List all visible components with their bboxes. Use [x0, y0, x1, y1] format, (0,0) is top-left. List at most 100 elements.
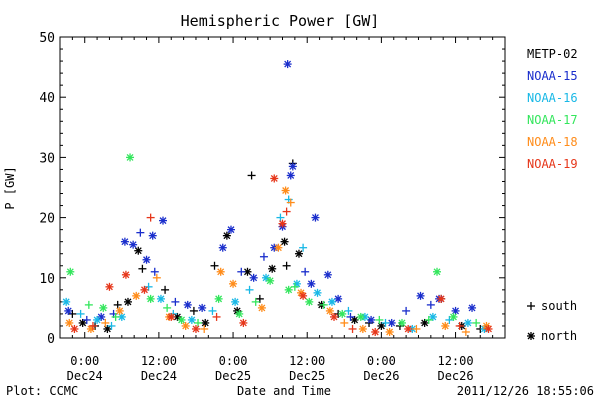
x-tick-time: 12:00	[437, 354, 473, 368]
data-point-north	[177, 315, 186, 324]
x-tick-day: Dec25	[289, 369, 325, 383]
data-point-south	[299, 243, 308, 252]
data-point-south	[255, 294, 264, 303]
data-point-south	[461, 327, 470, 336]
footer-timestamp: 2011/12/26 18:55:06	[457, 384, 594, 398]
data-point-north	[371, 327, 380, 336]
data-point-south	[424, 315, 433, 324]
y-tick-label: 30	[39, 151, 55, 166]
data-point-north	[356, 312, 365, 321]
x-tick-time: 0:00	[367, 354, 396, 368]
data-point-north	[120, 237, 129, 246]
legend-item: NOAA-19	[527, 157, 578, 171]
data-point-north	[338, 309, 347, 318]
data-point-south	[152, 273, 161, 282]
x-tick-time: 12:00	[141, 354, 177, 368]
data-point-north	[268, 264, 277, 273]
footer-source: Plot: CCMC	[6, 384, 78, 398]
data-point-south	[76, 309, 85, 318]
y-tick-label: 10	[39, 272, 55, 287]
data-point-north	[367, 315, 376, 324]
y-tick-label: 20	[39, 212, 55, 227]
data-point-north	[187, 315, 196, 324]
data-point-north	[235, 309, 244, 318]
data-point-south	[290, 282, 299, 291]
data-point-south	[251, 297, 260, 306]
data-point-north	[103, 324, 112, 333]
data-point-south	[286, 198, 295, 207]
marker-legend-label: north	[541, 329, 577, 343]
data-point-south	[259, 252, 268, 261]
data-point-north	[350, 315, 359, 324]
data-point-south	[247, 171, 256, 180]
data-point-south	[150, 267, 159, 276]
data-point-north	[484, 324, 493, 333]
data-point-north	[239, 318, 248, 327]
data-point-north	[249, 273, 258, 282]
data-point-north	[270, 174, 279, 183]
data-point-north	[257, 303, 266, 312]
plot-marks	[62, 60, 493, 336]
data-point-north	[313, 288, 322, 297]
data-point-south	[163, 303, 172, 312]
data-point-north	[97, 312, 106, 321]
data-point-south	[455, 321, 464, 330]
x-tick-day: Dec24	[67, 369, 103, 383]
data-point-north	[311, 213, 320, 222]
data-point-north	[216, 267, 225, 276]
data-point-south	[210, 261, 219, 270]
legend-item: METP-02	[527, 47, 578, 61]
y-axis: 0 10 20 30 40 50	[39, 31, 505, 347]
data-point-north	[449, 312, 458, 321]
data-point-north	[428, 312, 437, 321]
x-tick-day: Dec24	[141, 369, 177, 383]
data-point-south	[375, 315, 384, 324]
data-point-south	[107, 321, 116, 330]
data-point-north	[307, 279, 316, 288]
data-point-north	[323, 270, 332, 279]
data-point-north	[441, 321, 450, 330]
data-point-north	[463, 318, 472, 327]
data-point-south	[113, 300, 122, 309]
data-point-south	[282, 261, 291, 270]
data-point-north	[420, 318, 429, 327]
data-point-north	[191, 324, 200, 333]
data-point-north	[451, 306, 460, 315]
data-point-south	[346, 312, 355, 321]
data-point-north	[286, 171, 295, 180]
data-point-south	[412, 324, 421, 333]
data-point-north	[129, 240, 138, 249]
data-point-north	[281, 186, 290, 195]
legend-item: NOAA-18	[527, 135, 578, 149]
data-point-north	[218, 243, 227, 252]
data-point-north	[288, 162, 297, 171]
legend-item: NOAA-16	[527, 91, 578, 105]
data-point-south	[301, 267, 310, 276]
data-point-north	[183, 300, 192, 309]
legend-item: NOAA-17	[527, 113, 578, 127]
data-point-south	[245, 285, 254, 294]
data-point-north	[274, 243, 283, 252]
y-axis-title: P [GW]	[3, 166, 17, 209]
data-point-north	[299, 291, 308, 300]
data-point-north	[99, 303, 108, 312]
data-point-south	[146, 213, 155, 222]
data-point-north	[214, 294, 223, 303]
data-point-north	[132, 291, 141, 300]
data-point-north	[201, 318, 210, 327]
legend-item: NOAA-15	[527, 69, 578, 83]
x-tick-time: 0:00	[219, 354, 248, 368]
data-point-north	[468, 303, 477, 312]
data-point-north	[140, 285, 149, 294]
data-point-south	[381, 318, 390, 327]
data-point-north	[123, 297, 132, 306]
data-point-north	[115, 306, 124, 315]
data-point-north	[294, 249, 303, 258]
data-point-north	[330, 312, 339, 321]
data-point-south	[101, 318, 110, 327]
data-point-north	[159, 216, 168, 225]
data-point-south	[144, 282, 153, 291]
data-point-north	[65, 318, 74, 327]
x-tick-day: Dec26	[363, 369, 399, 383]
